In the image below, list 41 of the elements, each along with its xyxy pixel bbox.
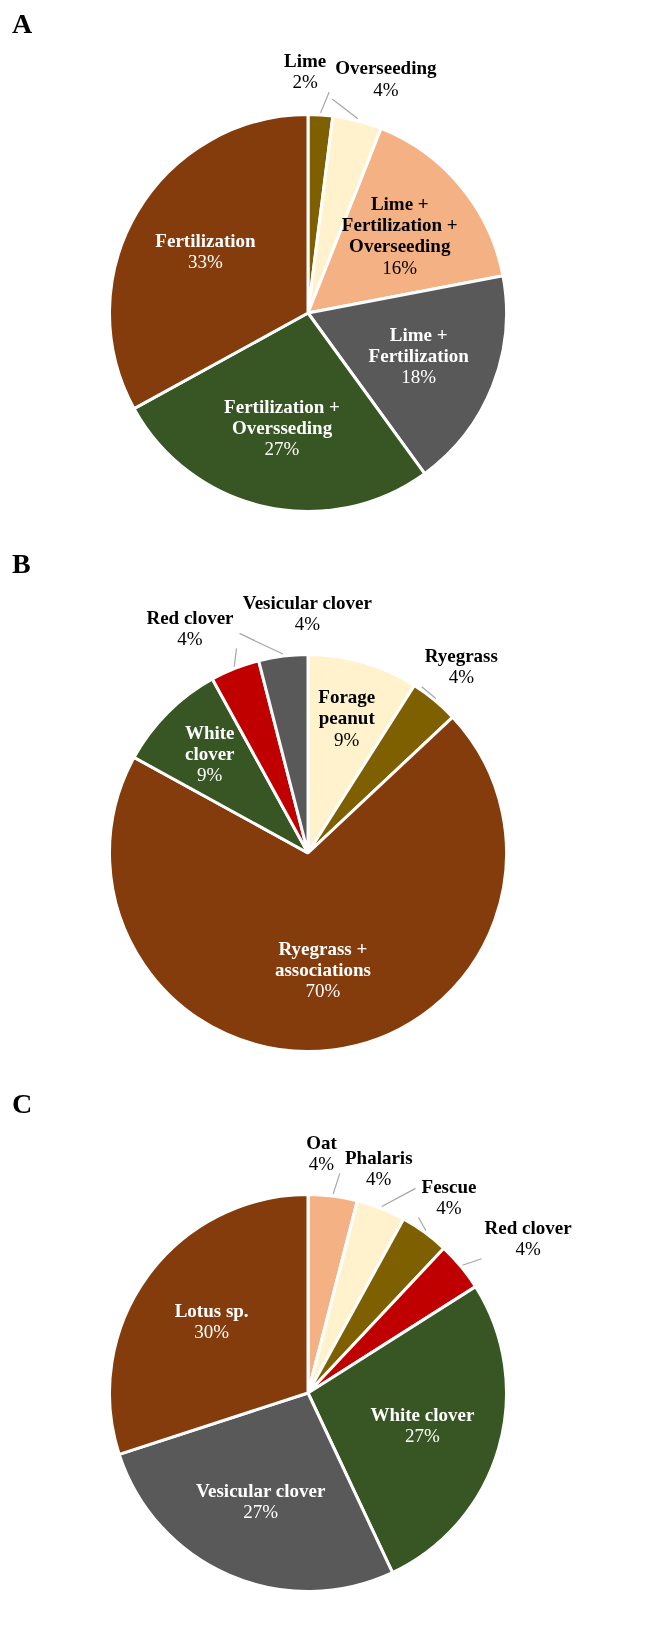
slice-label: Fertilization (155, 229, 257, 251)
chart-title: A (12, 8, 33, 40)
data-label: 9% (334, 728, 360, 750)
slice-label: Overseeding (335, 57, 437, 79)
data-label: 4% (436, 1196, 462, 1218)
data-label: 16% (382, 256, 418, 278)
data-label: 18% (401, 365, 437, 387)
data-label: 70% (305, 980, 341, 1002)
data-label: 27% (243, 1500, 279, 1522)
slice-label: White clover (370, 1403, 475, 1425)
slice-label: Vesicular clover (242, 591, 373, 613)
data-label: 4% (366, 1167, 392, 1189)
slice-label: Lime (283, 50, 327, 72)
slice-label: Fescue (421, 1175, 477, 1197)
chart-title: B (12, 548, 31, 580)
slice-label: Red clover (146, 606, 235, 628)
data-label: 2% (292, 71, 318, 93)
slice-label: Oat (306, 1131, 338, 1153)
data-label: 9% (197, 763, 223, 785)
slice-label: Red clover (484, 1217, 573, 1239)
data-label: 30% (194, 1321, 230, 1343)
slice-label: Fertilization + Oversseding (224, 396, 340, 439)
chart-title: C (12, 1088, 33, 1120)
slice-label: Ryegrass + associations (274, 938, 371, 981)
data-label: 27% (264, 438, 300, 460)
slice-label: Lime + Fertilization + Overseeding (341, 193, 458, 257)
data-label: 4% (373, 78, 399, 100)
slice-label: Forage peanut (318, 686, 376, 729)
slice-label: Vesicular clover (196, 1479, 326, 1501)
slice-label: Lime + Fertilization (368, 323, 470, 366)
data-label: 33% (188, 250, 224, 272)
data-label: 4% (177, 627, 203, 649)
data-label: 4% (308, 1152, 335, 1174)
data-label: 4% (448, 666, 475, 688)
slice-label: Ryegrass (424, 645, 498, 667)
data-label: 27% (404, 1424, 440, 1446)
data-label: 4% (294, 612, 321, 634)
slice-label: Lotus sp. (174, 1300, 249, 1322)
data-label: 4% (515, 1238, 541, 1260)
slice-label: Phalaris (344, 1146, 413, 1168)
slice-label: White clover (184, 721, 236, 764)
